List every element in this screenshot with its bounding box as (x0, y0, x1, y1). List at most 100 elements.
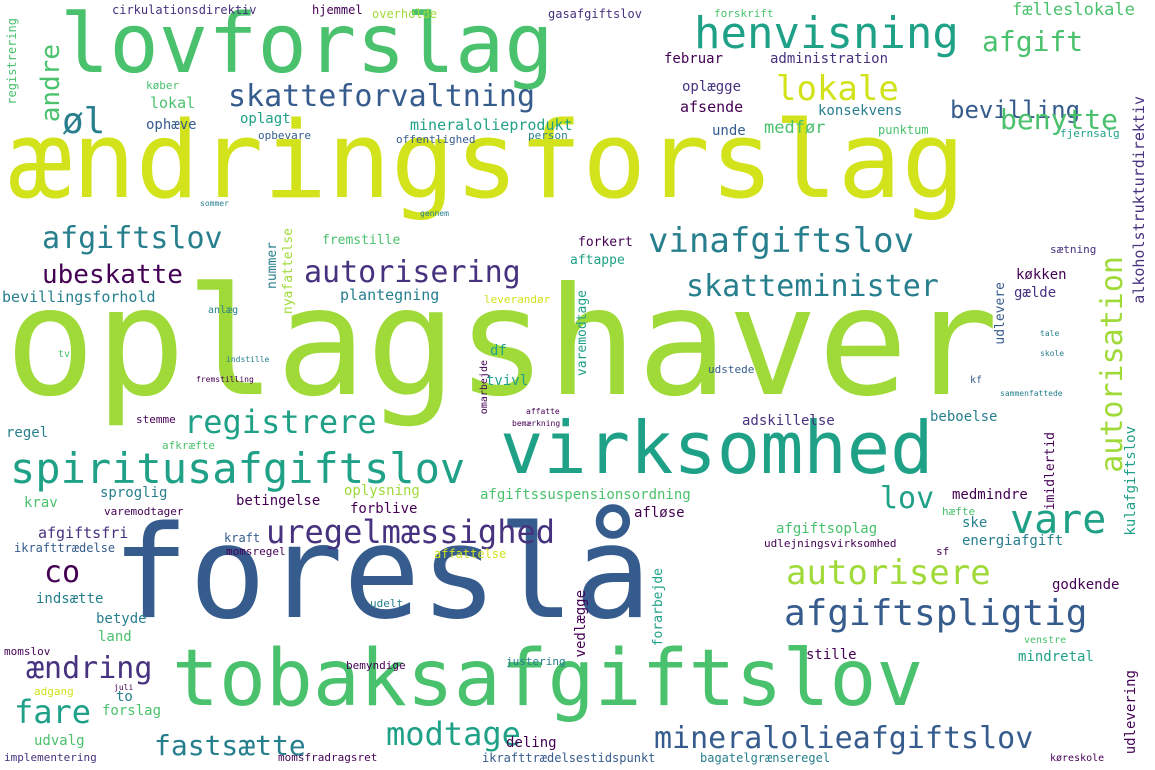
word-unde: unde (712, 123, 746, 139)
word-affattelse: affattelse (434, 547, 507, 561)
word-afgiftsoplag: afgiftsoplag (776, 521, 878, 537)
word-afkraefte: afkræfte (162, 439, 215, 452)
word-forblive: forblive (350, 501, 418, 517)
word-fremstilling: fremstilling (196, 375, 254, 384)
word-modtage: modtage (386, 715, 521, 753)
word-bemaerkning: bemærkning (512, 419, 561, 428)
word-anlaeg: anlæg (208, 305, 239, 316)
word-ske: ske (962, 515, 988, 531)
word-imidlertid: imidlertid (1043, 432, 1058, 511)
word-aendringsforslag: ændringsforslag (8, 99, 966, 222)
word-tale: tale (1040, 329, 1060, 338)
word-hjemmel: hjemmel (312, 3, 363, 17)
word-afgiftssuspensionsordning: afgiftssuspensionsordning (480, 487, 691, 503)
word-oplaegge: oplægge (682, 79, 742, 95)
word-koereskole: køreskole (1050, 753, 1105, 764)
word-bagatelgraenseregel: bagatelgrænseregel (700, 751, 831, 765)
word-skatteminister: skatteminister (686, 269, 939, 304)
word-juli: juli (114, 683, 134, 692)
word-lokal: lokal (150, 94, 196, 112)
word-vedlaegge: vedlægge (573, 590, 589, 658)
word-mineralolieafgiftslov: mineralolieafgiftslov (654, 721, 1034, 756)
word-februar: februar (664, 51, 724, 67)
word-aendring: ændring (26, 651, 153, 686)
word-indsaette: indsætte (36, 591, 104, 607)
word-bevilling: bevilling (950, 96, 1081, 124)
word-virksomhed: virksomhed (500, 406, 934, 490)
word-krav: krav (24, 495, 58, 511)
word-henvisning: henvisning (694, 8, 959, 59)
word-administration: administration (770, 51, 889, 67)
word-fjernsalg: fjernsalg (1060, 127, 1120, 140)
word-sommer: sommer (200, 199, 229, 208)
word-medmindre: medmindre (952, 487, 1028, 503)
word-betyde: betyde (96, 611, 147, 627)
word-sproglig: sproglig (100, 485, 168, 501)
word-oplagt: oplagt (240, 111, 291, 127)
word-mineralolieprodukt: mineralolieprodukt (410, 116, 573, 134)
word-affatte: affatte (526, 407, 560, 416)
word-afgiftsfri: afgiftsfri (38, 524, 129, 542)
word-kraft: kraft (224, 531, 261, 545)
word-bemyndige: bemyndige (346, 659, 406, 672)
word-omarbejde: omarbejde (479, 360, 490, 415)
word-koekken: køkken (1016, 267, 1067, 283)
word-indstille: indstille (226, 355, 270, 364)
word-autorisere: autorisere (786, 553, 991, 593)
word-foreslaa: foreslå (112, 499, 652, 648)
word-fare: fare (14, 693, 92, 731)
word-nyafattelse: nyafattelse (281, 228, 296, 315)
word-vare: vare (1010, 497, 1107, 543)
word-momsregel: momsregel (226, 545, 286, 558)
word-land: land (98, 629, 132, 645)
word-afgiftspligtig: afgiftspligtig (784, 593, 1088, 634)
word-regel: regel (6, 425, 49, 441)
word-faelleslokale: fælleslokale (1012, 0, 1135, 20)
word-varemodtager: varemodtager (104, 505, 184, 518)
word-oplysning: oplysning (344, 483, 420, 499)
word-overholde: overholde (372, 7, 438, 21)
word-udlevere: udlevere (993, 282, 1008, 345)
word-punktum: punktum (878, 123, 929, 137)
word-ikrafttraedelse: ikrafttrædelse (14, 541, 116, 555)
word-skatteforvaltning: skatteforvaltning (228, 79, 536, 114)
word-tobaksafgiftslov: tobaksafgiftslov (172, 634, 924, 724)
word-mindretal: mindretal (1018, 649, 1094, 665)
word-co: co (44, 555, 81, 590)
word-varemodtage: varemodtage (575, 290, 590, 377)
word-deling: deling (506, 735, 557, 751)
word-registrering: registrering (5, 18, 19, 105)
word-aftappe: aftappe (570, 253, 625, 268)
word-godkende: godkende (1052, 577, 1120, 593)
word-kulafgiftslov: kulafgiftslov (1123, 426, 1139, 536)
word-ubeskatte: ubeskatte (42, 260, 183, 290)
word-momslov: momslov (4, 645, 51, 658)
word-adskillelse: adskillelse (742, 413, 835, 429)
word-sammenfattede: sammenfattede (1000, 389, 1063, 398)
word-ophaeve: ophæve (146, 117, 197, 133)
word-momsfradragsret: momsfradragsret (278, 751, 378, 764)
word-konsekvens: konsekvens (818, 103, 903, 119)
word-uregelmaessighed: uregelmæssighed (266, 513, 555, 551)
word-fastsaette: fastsætte (154, 729, 306, 762)
word-gasafgiftslov: gasafgiftslov (548, 7, 642, 21)
word-nummer: nummer (265, 242, 280, 289)
word-to: to (116, 689, 133, 705)
word-fremstille: fremstille (322, 233, 401, 248)
word-stemme: stemme (136, 413, 176, 426)
word-beboelse: beboelse (930, 409, 998, 425)
word-udvalg: udvalg (34, 733, 85, 749)
word-adgang: adgang (34, 685, 74, 698)
word-bevillingsforhold: bevillingsforhold (2, 288, 156, 306)
word-oel: øl (62, 101, 106, 142)
word-energiafgift: energiafgift (962, 533, 1064, 549)
word-vinafgiftslov: vinafgiftslov (648, 221, 915, 261)
word-venstre: venstre (1024, 635, 1067, 646)
word-afgift: afgift (982, 25, 1084, 58)
word-stille: stille (806, 647, 857, 663)
word-betingelse: betingelse (236, 493, 321, 509)
word-gaelde: gælde (1014, 285, 1057, 301)
word-opbevare: opbevare (258, 129, 311, 142)
word-registrere: registrere (184, 403, 377, 441)
